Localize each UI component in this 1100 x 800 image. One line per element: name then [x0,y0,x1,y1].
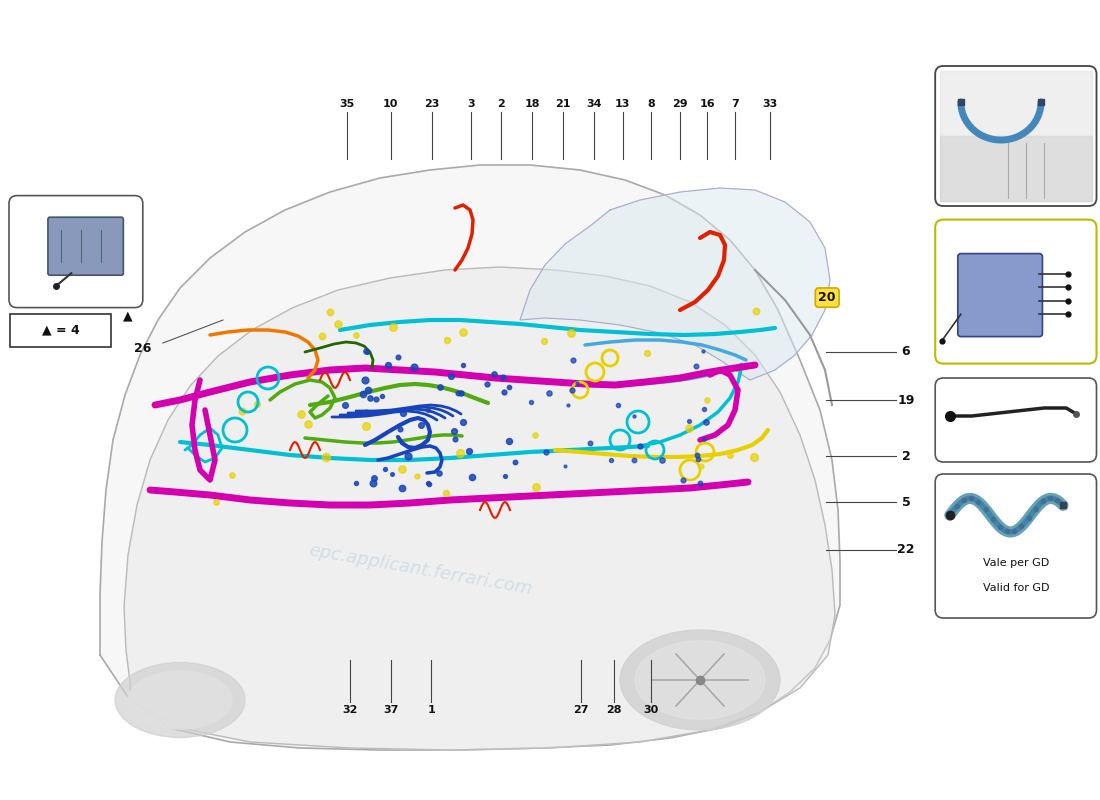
Text: 38: 38 [1048,485,1062,495]
FancyBboxPatch shape [935,378,1097,462]
Text: 30: 30 [644,706,659,715]
FancyBboxPatch shape [935,66,1097,206]
Text: 21: 21 [556,99,571,109]
Text: 34: 34 [586,99,602,109]
FancyBboxPatch shape [9,196,143,308]
Text: 15: 15 [1075,256,1089,266]
Text: 13: 13 [615,99,630,109]
Text: 33: 33 [762,99,778,109]
Text: Valid for GD: Valid for GD [982,583,1049,593]
Text: 11: 11 [943,230,957,241]
Polygon shape [940,71,1091,136]
Text: 24: 24 [1075,230,1089,241]
Text: 32: 32 [342,706,358,715]
Text: 16: 16 [700,99,715,109]
Text: 18: 18 [525,99,540,109]
Polygon shape [520,188,830,380]
Text: 36: 36 [1069,74,1082,84]
Text: 37: 37 [383,706,398,715]
Text: 27: 27 [573,706,588,715]
Text: 19: 19 [898,394,915,406]
Text: 9: 9 [1047,438,1054,447]
Ellipse shape [635,641,764,719]
Text: 2: 2 [902,450,911,462]
Polygon shape [100,165,840,750]
Text: 17: 17 [943,74,957,84]
Text: ▲ = 4: ▲ = 4 [42,324,79,337]
Text: 29: 29 [672,99,688,109]
Text: 25: 25 [1075,282,1089,292]
Text: 22: 22 [898,543,915,556]
Text: 8: 8 [647,99,656,109]
FancyBboxPatch shape [935,219,1097,363]
Text: 12: 12 [18,206,31,215]
FancyBboxPatch shape [10,314,111,346]
FancyBboxPatch shape [958,254,1043,337]
Text: ▲: ▲ [123,310,133,322]
Text: 31▲: 31▲ [85,206,106,215]
Ellipse shape [116,662,245,738]
Text: 7: 7 [730,99,739,109]
Text: epc.applicant.ferrari.com: epc.applicant.ferrari.com [307,542,534,598]
Ellipse shape [620,630,780,730]
Text: 5: 5 [902,496,911,509]
Text: 35: 35 [339,99,354,109]
Text: 14: 14 [943,346,957,355]
Text: 2: 2 [496,99,505,109]
Polygon shape [124,267,835,750]
Text: 10: 10 [383,99,398,109]
Polygon shape [940,136,1091,201]
Text: 28: 28 [606,706,621,715]
FancyBboxPatch shape [48,218,123,275]
Text: 1: 1 [427,706,436,715]
Text: 3: 3 [468,99,474,109]
Text: 20: 20 [818,291,836,304]
FancyBboxPatch shape [935,474,1097,618]
Text: Vale per GD: Vale per GD [982,558,1049,568]
Text: 23: 23 [425,99,440,109]
Ellipse shape [128,671,232,729]
Text: 26: 26 [134,342,152,354]
Text: 6: 6 [902,346,911,358]
